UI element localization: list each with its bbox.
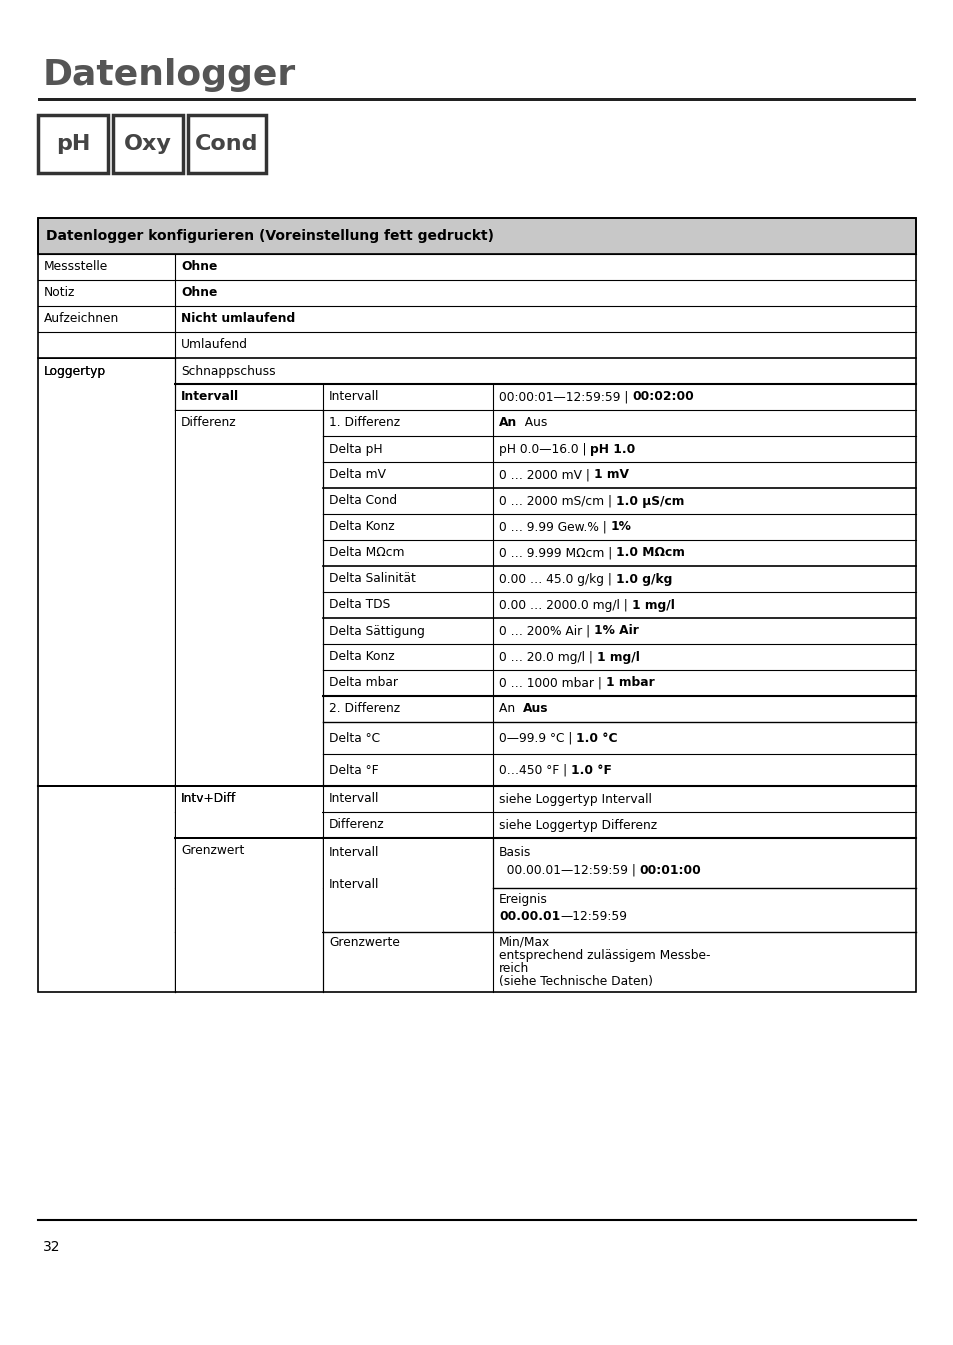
Text: 00:02:00: 00:02:00 (632, 390, 693, 403)
Text: Ohne: Ohne (181, 261, 217, 273)
Text: Intv+Diff: Intv+Diff (181, 792, 236, 806)
Text: Ereignis: Ereignis (498, 893, 547, 907)
Text: Nicht umlaufend: Nicht umlaufend (181, 312, 294, 325)
Text: 0 … 2000 mV |: 0 … 2000 mV | (498, 468, 593, 482)
Text: 1.0 MΩcm: 1.0 MΩcm (616, 546, 684, 560)
Text: 1. Differenz: 1. Differenz (329, 417, 399, 429)
Text: siehe Loggertyp Intervall: siehe Loggertyp Intervall (498, 792, 651, 806)
Text: siehe Loggertyp Differenz: siehe Loggertyp Differenz (498, 819, 657, 831)
Text: 00:00:01—12:59:59 |: 00:00:01—12:59:59 | (498, 390, 632, 403)
Text: Datenlogger: Datenlogger (43, 58, 296, 91)
Text: 0 … 20.0 mg/l |: 0 … 20.0 mg/l | (498, 651, 597, 663)
Text: Messstelle: Messstelle (44, 261, 108, 273)
Text: Intervall: Intervall (329, 390, 379, 403)
Text: pH 0.0—16.0 |: pH 0.0—16.0 | (498, 443, 590, 456)
Text: 0 … 9.99 Gew.% |: 0 … 9.99 Gew.% | (498, 521, 610, 534)
Bar (175, 787, 322, 837)
Text: 00.00.01: 00.00.01 (498, 909, 559, 923)
Text: 1 mV: 1 mV (593, 468, 628, 482)
Text: Min/Max: Min/Max (498, 936, 550, 948)
Text: Delta Cond: Delta Cond (329, 495, 396, 507)
Bar (188, 116, 266, 174)
Text: 0—99.9 °C |: 0—99.9 °C | (498, 732, 576, 745)
Text: 0 … 200% Air |: 0 … 200% Air | (498, 624, 594, 638)
Text: 2. Differenz: 2. Differenz (329, 702, 399, 716)
Text: 0.00 … 45.0 g/kg |: 0.00 … 45.0 g/kg | (498, 573, 615, 585)
Text: Basis: Basis (498, 846, 531, 858)
Text: 1.0 g/kg: 1.0 g/kg (615, 573, 672, 585)
Text: Oxy: Oxy (124, 134, 172, 153)
Text: 1 mg/l: 1 mg/l (631, 599, 674, 612)
Text: Cond: Cond (195, 134, 258, 153)
Text: 0 … 2000 mS/cm |: 0 … 2000 mS/cm | (498, 495, 616, 507)
Text: Intervall: Intervall (329, 792, 379, 806)
Bar (175, 839, 322, 991)
Text: Delta °C: Delta °C (329, 732, 379, 745)
Text: Delta pH: Delta pH (329, 443, 382, 456)
Text: Delta mV: Delta mV (329, 468, 386, 482)
Bar (38, 218, 915, 254)
Text: Intervall: Intervall (329, 846, 379, 858)
Text: Schnappschuss: Schnappschuss (181, 364, 275, 378)
Text: Loggertyp: Loggertyp (44, 364, 106, 378)
Bar (112, 116, 183, 174)
Text: Loggertyp: Loggertyp (44, 364, 106, 378)
Text: Aufzeichnen: Aufzeichnen (44, 312, 119, 325)
Text: 0…450 °F |: 0…450 °F | (498, 764, 571, 776)
Bar (39, 787, 173, 991)
Text: Aus: Aus (522, 702, 548, 716)
Text: 0 … 9.999 MΩcm |: 0 … 9.999 MΩcm | (498, 546, 616, 560)
Text: Delta Konz: Delta Konz (329, 651, 395, 663)
Text: 1.0 °F: 1.0 °F (571, 764, 611, 776)
Text: Ohne: Ohne (181, 286, 217, 300)
Text: Intv+Diff: Intv+Diff (181, 792, 236, 806)
Text: 0 … 1000 mbar |: 0 … 1000 mbar | (498, 677, 605, 690)
Text: 32: 32 (43, 1240, 60, 1254)
Text: Delta mbar: Delta mbar (329, 677, 397, 690)
Bar (38, 116, 108, 174)
Bar (175, 412, 322, 785)
Text: 00.00.01—12:59:59 |: 00.00.01—12:59:59 | (498, 863, 639, 877)
Text: 0.00 … 2000.0 mg/l |: 0.00 … 2000.0 mg/l | (498, 599, 631, 612)
Text: Delta °F: Delta °F (329, 764, 378, 776)
Text: (siehe Technische Daten): (siehe Technische Daten) (498, 975, 652, 987)
Bar (38, 218, 915, 993)
Bar (324, 839, 492, 931)
Text: —12:59:59: —12:59:59 (559, 909, 626, 923)
Text: Delta Salinität: Delta Salinität (329, 573, 416, 585)
Text: 1%: 1% (610, 521, 631, 534)
Text: 1% Air: 1% Air (594, 624, 639, 638)
Text: Differenz: Differenz (181, 417, 236, 429)
Text: pH: pH (56, 134, 91, 153)
Text: 1.0 °C: 1.0 °C (576, 732, 618, 745)
Text: Umlaufend: Umlaufend (181, 339, 248, 351)
Text: Aus: Aus (517, 417, 547, 429)
Text: Datenlogger konfigurieren (Voreinstellung fett gedruckt): Datenlogger konfigurieren (Voreinstellun… (46, 229, 494, 243)
Text: 1 mbar: 1 mbar (605, 677, 654, 690)
Text: entsprechend zulässigem Messbe-: entsprechend zulässigem Messbe- (498, 948, 710, 962)
Text: An: An (498, 702, 522, 716)
Text: Delta TDS: Delta TDS (329, 599, 390, 612)
Text: Intervall: Intervall (181, 390, 239, 403)
Text: Intervall: Intervall (329, 878, 379, 892)
Text: Notiz: Notiz (44, 286, 75, 300)
Text: Delta MΩcm: Delta MΩcm (329, 546, 404, 560)
Text: reich: reich (498, 962, 529, 975)
Text: Delta Konz: Delta Konz (329, 521, 395, 534)
Text: 1.0 μS/cm: 1.0 μS/cm (616, 495, 683, 507)
Text: Grenzwert: Grenzwert (181, 845, 244, 858)
Text: Delta Sättigung: Delta Sättigung (329, 624, 424, 638)
Text: Grenzwerte: Grenzwerte (329, 936, 399, 948)
Bar (39, 359, 173, 785)
Text: 00:01:00: 00:01:00 (639, 863, 700, 877)
Text: pH 1.0: pH 1.0 (590, 443, 635, 456)
Text: 1 mg/l: 1 mg/l (597, 651, 639, 663)
Text: Differenz: Differenz (329, 819, 384, 831)
Bar (38, 98, 915, 101)
Text: An: An (498, 417, 517, 429)
